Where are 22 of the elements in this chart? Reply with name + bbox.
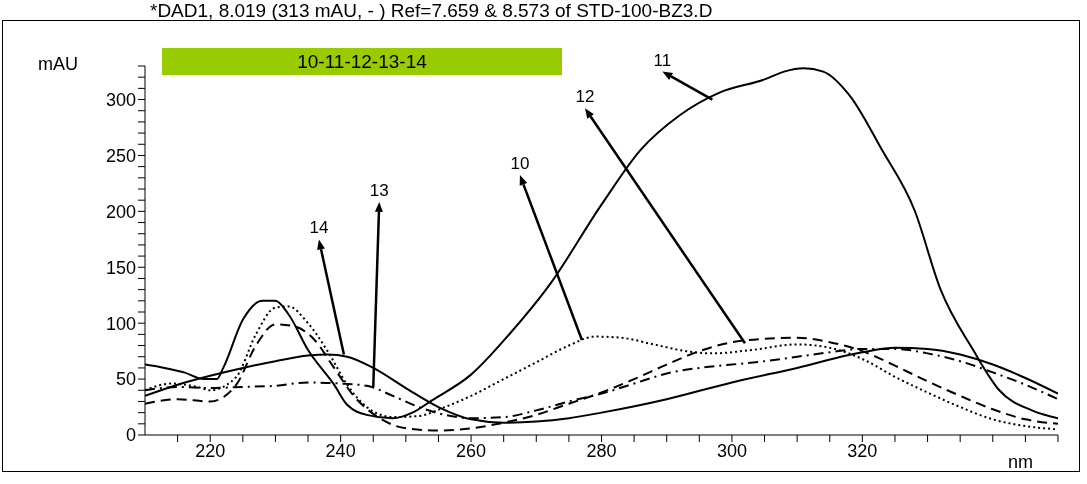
x-tick-label: 220 (195, 440, 226, 461)
y-tick-label: 150 (105, 257, 136, 278)
y-tick-label: 200 (105, 201, 136, 222)
x-tick-label: 260 (456, 440, 487, 461)
annotation: 11 (653, 50, 672, 70)
annotation: 14 (309, 218, 329, 238)
x-tick-label: 240 (325, 440, 356, 461)
annotation: 12 (575, 87, 595, 107)
x-tick-label: 280 (586, 440, 617, 461)
annotation: 13 (369, 180, 389, 200)
y-tick-label: 250 (105, 145, 136, 166)
y-tick-label: 50 (115, 369, 136, 390)
x-axis-title: nm (1008, 452, 1034, 473)
y-tick-label: 100 (105, 313, 136, 334)
x-tick-label: 320 (847, 440, 878, 461)
y-tick-label: 300 (105, 89, 136, 110)
caption-box: 10-11-12-13-14 (162, 48, 562, 75)
y-axis-title: mAU (38, 54, 78, 75)
chart-title: *DAD1, 8.019 (313 mAU, - ) Ref=7.659 & 8.573 of STD-100-BZ3.D (150, 0, 714, 22)
x-tick-label: 300 (716, 440, 747, 461)
y-tick-label: 0 (125, 425, 136, 446)
annotation: 10 (510, 153, 530, 173)
